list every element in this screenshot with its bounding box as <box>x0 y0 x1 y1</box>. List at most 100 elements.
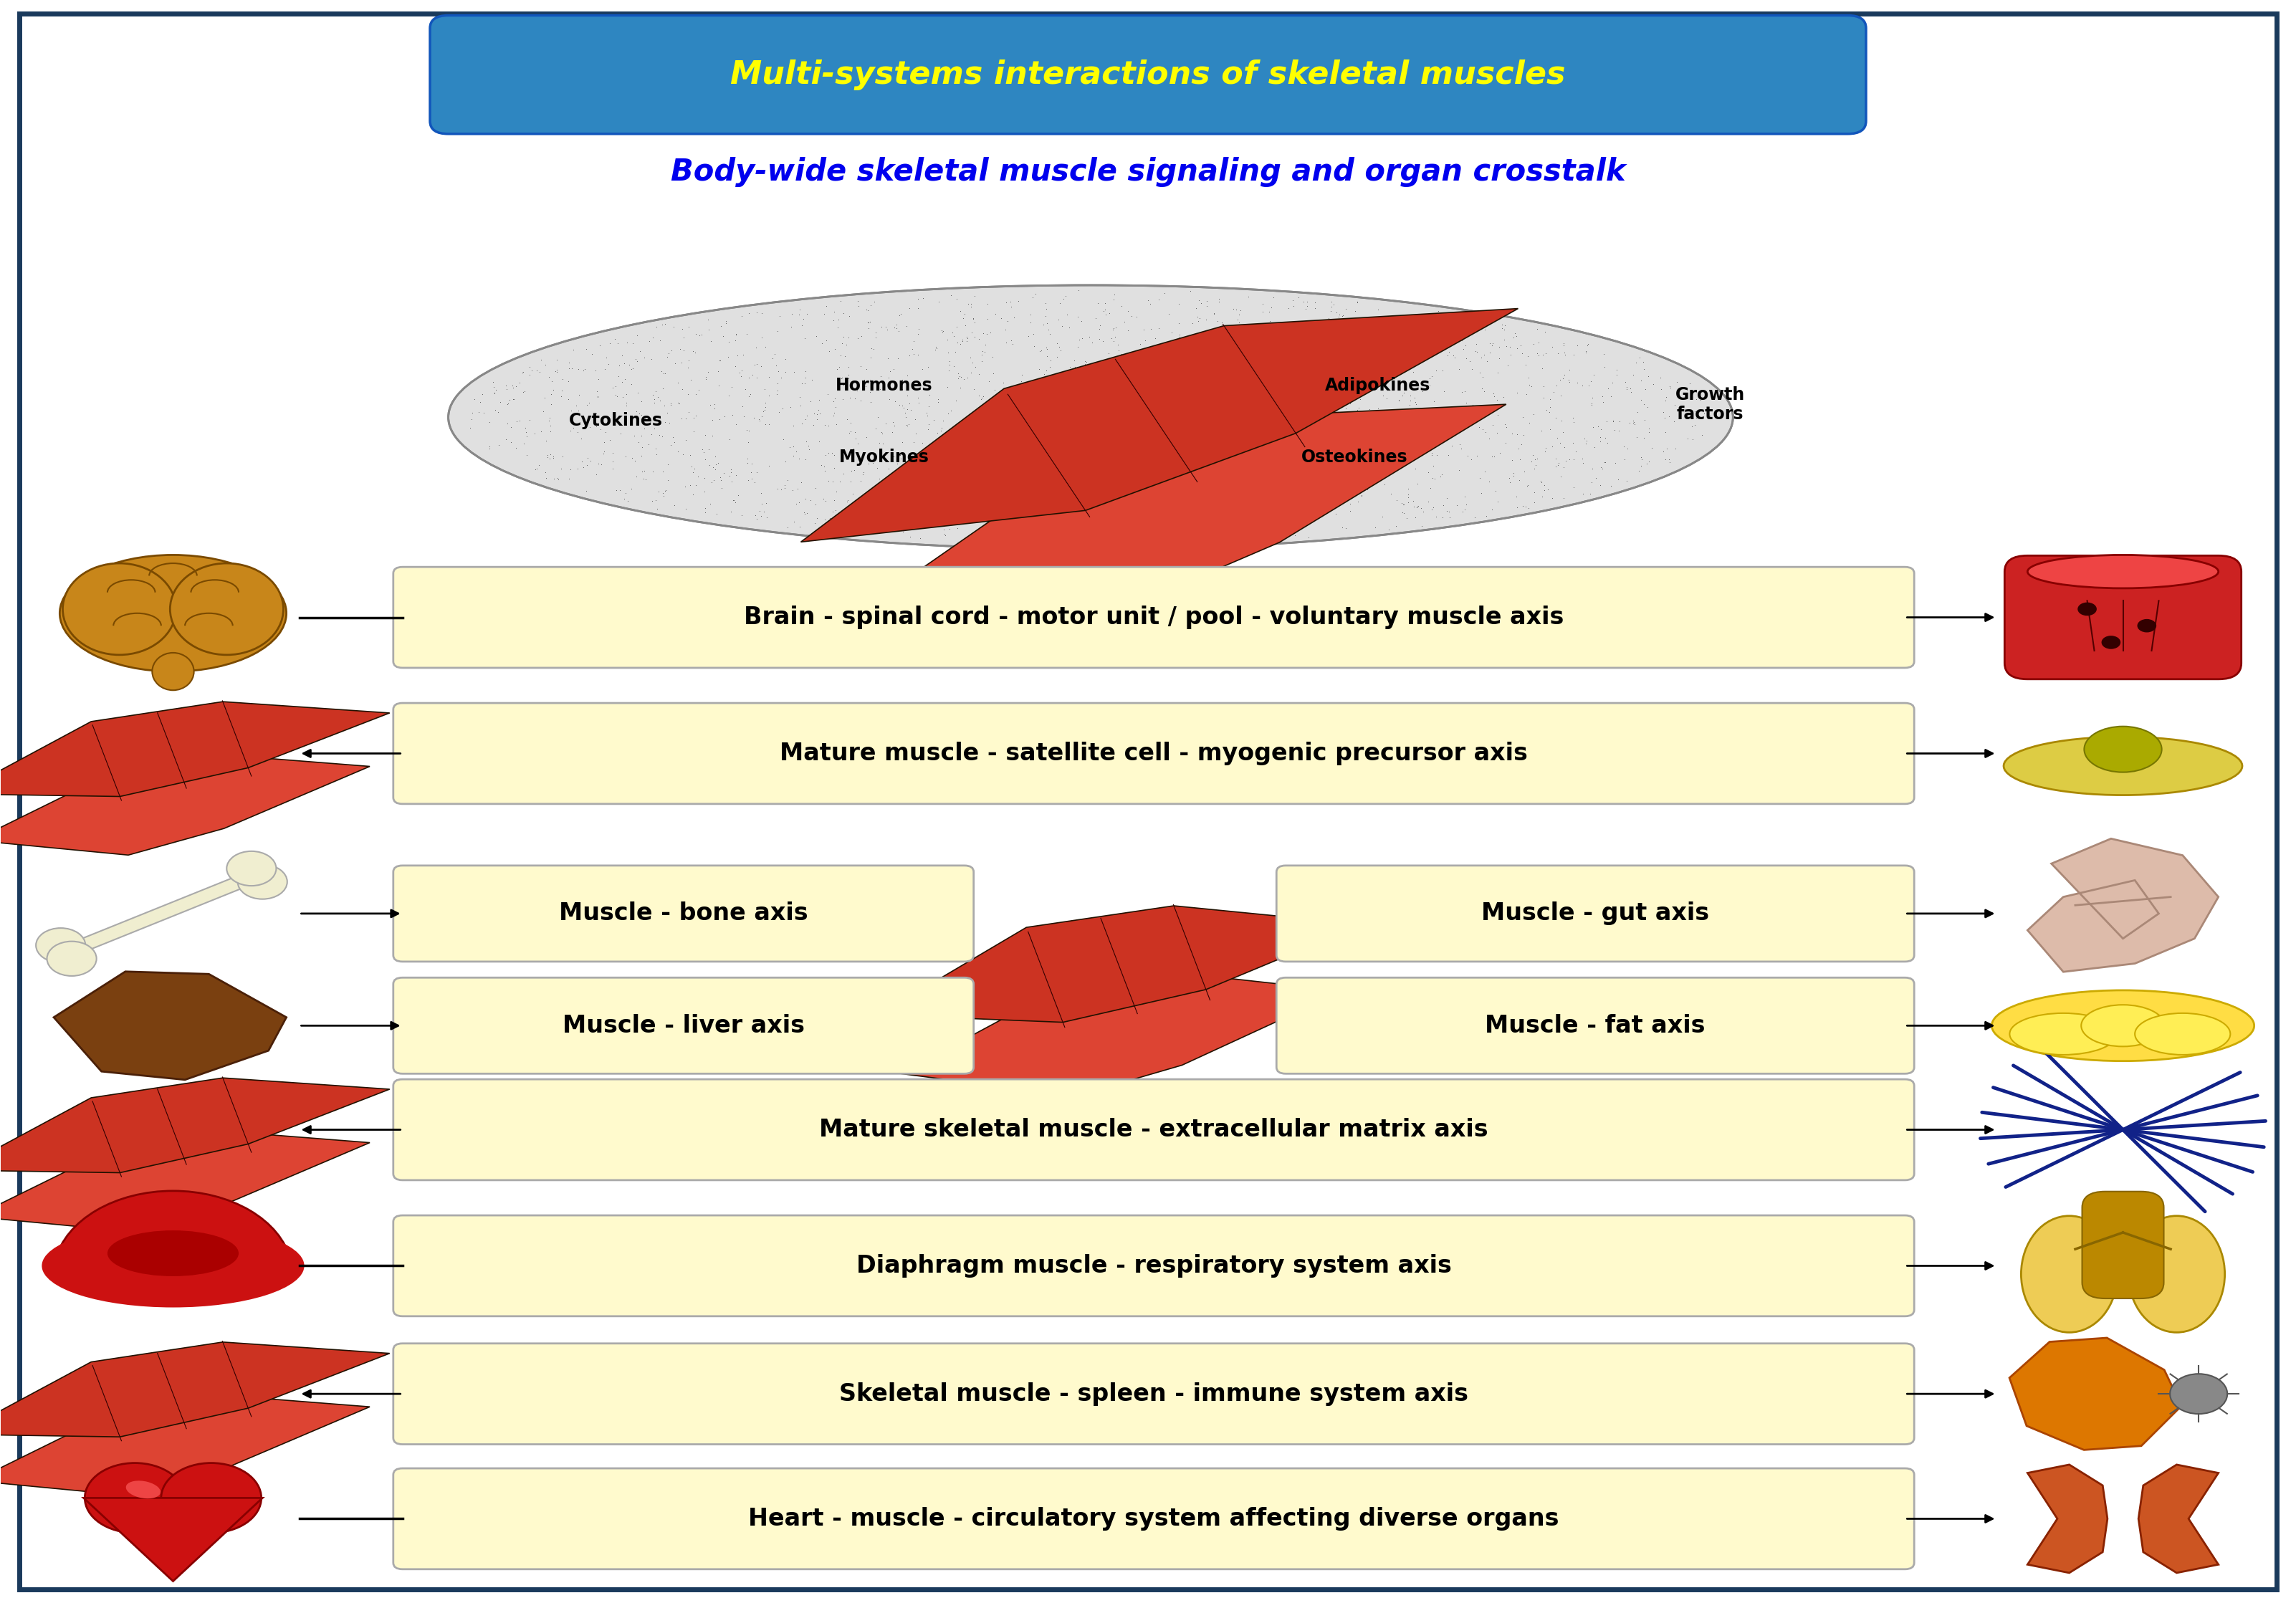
Point <box>1081 316 1118 341</box>
Ellipse shape <box>448 285 1733 550</box>
Point <box>551 349 588 375</box>
Point <box>1309 446 1345 471</box>
Point <box>969 515 1006 540</box>
Point <box>1362 457 1398 483</box>
Point <box>978 301 1015 327</box>
Point <box>877 316 914 341</box>
Ellipse shape <box>41 1225 305 1308</box>
Point <box>870 455 907 481</box>
Point <box>1047 284 1084 309</box>
Point <box>1564 446 1600 471</box>
Point <box>1433 505 1469 531</box>
Point <box>900 285 937 311</box>
Point <box>900 321 937 346</box>
Point <box>852 390 889 415</box>
Point <box>1550 367 1587 393</box>
Point <box>1031 398 1068 423</box>
Point <box>1573 369 1609 394</box>
Point <box>1584 383 1621 409</box>
Point <box>983 418 1019 444</box>
Point <box>673 454 709 479</box>
Point <box>1182 447 1219 473</box>
Point <box>742 503 778 529</box>
Point <box>714 487 751 513</box>
Point <box>1146 281 1182 306</box>
Point <box>700 407 737 433</box>
Point <box>599 330 636 356</box>
Point <box>820 308 856 333</box>
Point <box>491 388 528 414</box>
Point <box>723 362 760 388</box>
Point <box>1449 346 1486 372</box>
Text: Mature muscle - satellite cell - myogenic precursor axis: Mature muscle - satellite cell - myogeni… <box>781 742 1527 765</box>
Point <box>1465 378 1502 404</box>
Point <box>1504 340 1541 365</box>
Point <box>1297 365 1334 391</box>
Point <box>1088 362 1125 388</box>
Point <box>976 377 1013 402</box>
Point <box>1137 508 1173 534</box>
Point <box>1104 383 1141 409</box>
Point <box>1419 298 1456 324</box>
Point <box>1366 324 1403 349</box>
Point <box>739 364 776 390</box>
Point <box>1127 337 1164 362</box>
Point <box>1029 510 1065 535</box>
Point <box>813 439 850 465</box>
Point <box>461 390 498 415</box>
Point <box>852 367 889 393</box>
Point <box>1130 434 1166 460</box>
Point <box>1116 433 1153 458</box>
Point <box>579 462 615 487</box>
Point <box>895 341 932 367</box>
Point <box>1419 442 1456 468</box>
Point <box>1371 516 1407 542</box>
Point <box>1056 515 1093 540</box>
Point <box>505 359 542 385</box>
Point <box>1671 370 1708 396</box>
Point <box>1127 327 1164 353</box>
Point <box>1244 298 1281 324</box>
Point <box>1249 433 1286 458</box>
Point <box>1095 316 1132 341</box>
Point <box>533 382 569 407</box>
Point <box>1306 383 1343 409</box>
Point <box>1169 333 1205 359</box>
Point <box>794 412 831 438</box>
Point <box>647 361 684 386</box>
Point <box>1221 372 1258 398</box>
Point <box>870 386 907 412</box>
Point <box>1329 317 1366 343</box>
Point <box>606 351 643 377</box>
Point <box>1488 430 1525 455</box>
Point <box>762 303 799 329</box>
Point <box>1042 290 1079 316</box>
Point <box>1380 349 1417 375</box>
Point <box>788 500 824 526</box>
Point <box>1169 495 1205 521</box>
Point <box>1568 332 1605 357</box>
Point <box>1421 404 1458 430</box>
Point <box>1024 489 1061 515</box>
Point <box>1182 406 1219 431</box>
Point <box>1309 319 1345 345</box>
Point <box>1433 394 1469 420</box>
Point <box>1497 324 1534 349</box>
Point <box>1527 319 1564 345</box>
Point <box>987 422 1024 447</box>
Point <box>1240 492 1277 518</box>
Point <box>1352 365 1389 391</box>
Point <box>934 438 971 463</box>
Point <box>526 460 563 486</box>
Point <box>1242 359 1279 385</box>
Text: Myokines: Myokines <box>838 449 930 466</box>
Point <box>737 351 774 377</box>
Point <box>1327 396 1364 422</box>
Point <box>838 426 875 452</box>
Point <box>1022 338 1058 364</box>
Point <box>810 382 847 407</box>
Point <box>1047 380 1084 406</box>
Point <box>687 365 723 391</box>
Point <box>1137 468 1173 494</box>
Point <box>1444 327 1481 353</box>
